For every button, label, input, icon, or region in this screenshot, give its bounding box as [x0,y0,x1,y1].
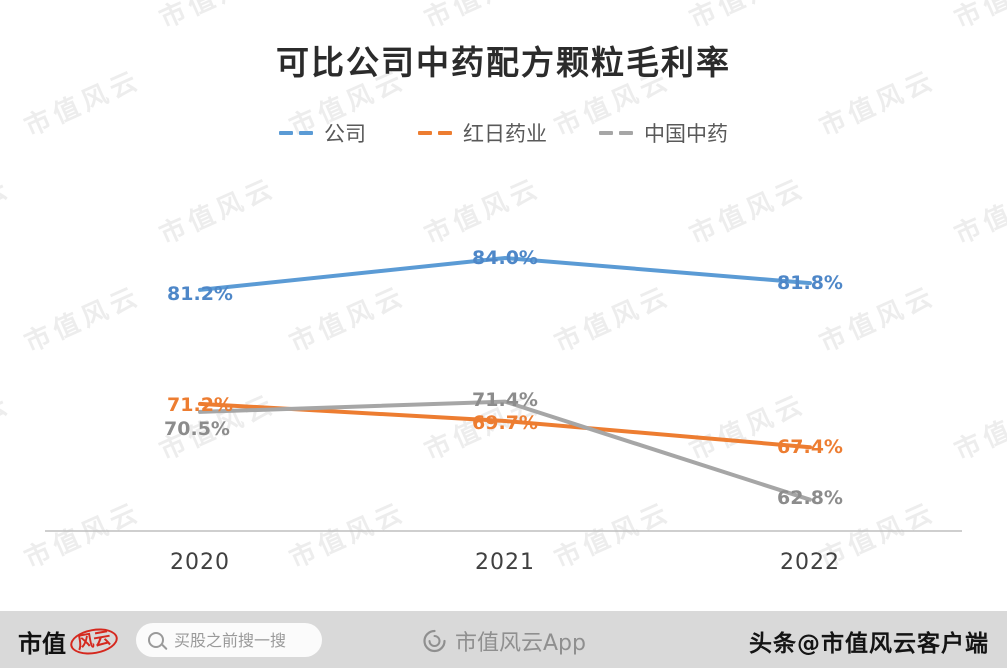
brand-logo: 市值 风云 [18,624,120,659]
brand-logo-text: 市值 [18,630,66,658]
watermark-text: 市值风云 [685,172,811,251]
toutiao-prefix: 头条 [749,631,797,657]
watermark-text: 市值风云 [950,172,1007,251]
watermark-text: 市值风云 [950,388,1007,467]
watermark-text: 市值风云 [550,496,676,575]
watermark-text: 市值风云 [153,0,281,36]
watermark-text: 市值风云 [20,280,146,359]
data-label: 69.7% [472,412,538,435]
watermark-text: 市值风云 [20,496,146,575]
search-input[interactable] [172,629,306,651]
legend-item-company: 公司 [279,118,366,148]
legend-item-zhongguozhongyao: 中国中药 [599,118,728,148]
watermark-text: 市值风云 [420,172,546,251]
watermark-text: 市值风云 [285,496,411,575]
x-axis-label: 2022 [780,550,840,575]
watermark-layer: 市值风云 市值风云 市值风云 市值风云 市值风云 市值风云 市值风云 市值风云 市值风云 市值风云… [0,0,1007,575]
x-axis-label: 2021 [475,550,535,575]
watermark-text: 市值风云 [155,172,281,251]
app-watermark: 市值风云App [421,625,586,657]
account-handle: @市值风云客户端 [797,631,989,657]
data-label: 70.5% [164,417,230,440]
legend-label: 红日药业 [463,122,547,146]
toutiao-account: 头条@市值风云客户端 [749,624,989,658]
chart-title: 可比公司中药配方颗粒毛利率 [276,43,731,82]
data-label: 62.8% [777,486,843,509]
data-label: 81.2% [167,282,233,305]
app-swirl-icon [422,629,446,653]
watermark-text: 市值风云 [550,280,676,359]
data-label: 67.4% [777,436,843,459]
legend-dash-icon [279,131,313,135]
watermark-text: 市值风云 [418,0,546,36]
search-box[interactable] [136,623,322,657]
watermark-text: 市值风云 [0,0,16,36]
footer-bar: 市值 风云 市值风云App 头条@市值风云客户端 [0,611,1007,668]
watermark-text: 市值风云 [948,0,1007,36]
search-icon [148,632,164,648]
legend-label: 公司 [324,122,366,146]
brand-logo-seal: 风云 [68,625,120,658]
legend-dash-icon [418,131,452,135]
data-label: 81.8% [777,272,843,295]
legend-item-hongri: 红日药业 [418,118,547,148]
app-watermark-label: 市值风云App [455,631,586,656]
watermark-text: 市值风云 [683,0,811,36]
data-label: 84.0% [472,247,538,269]
legend-label: 中国中药 [644,122,728,146]
watermark-text: 市值风云 [0,172,16,251]
x-axis-label: 2020 [170,550,230,575]
watermark-text: 市值风云 [0,388,16,467]
data-label: 71.4% [472,388,538,411]
watermark-text: 市值风云 [285,280,411,359]
data-label: 71.2% [167,393,233,416]
legend-dash-icon [599,131,633,135]
chart-legend: 公司 红日药业 中国中药 [0,118,1007,148]
